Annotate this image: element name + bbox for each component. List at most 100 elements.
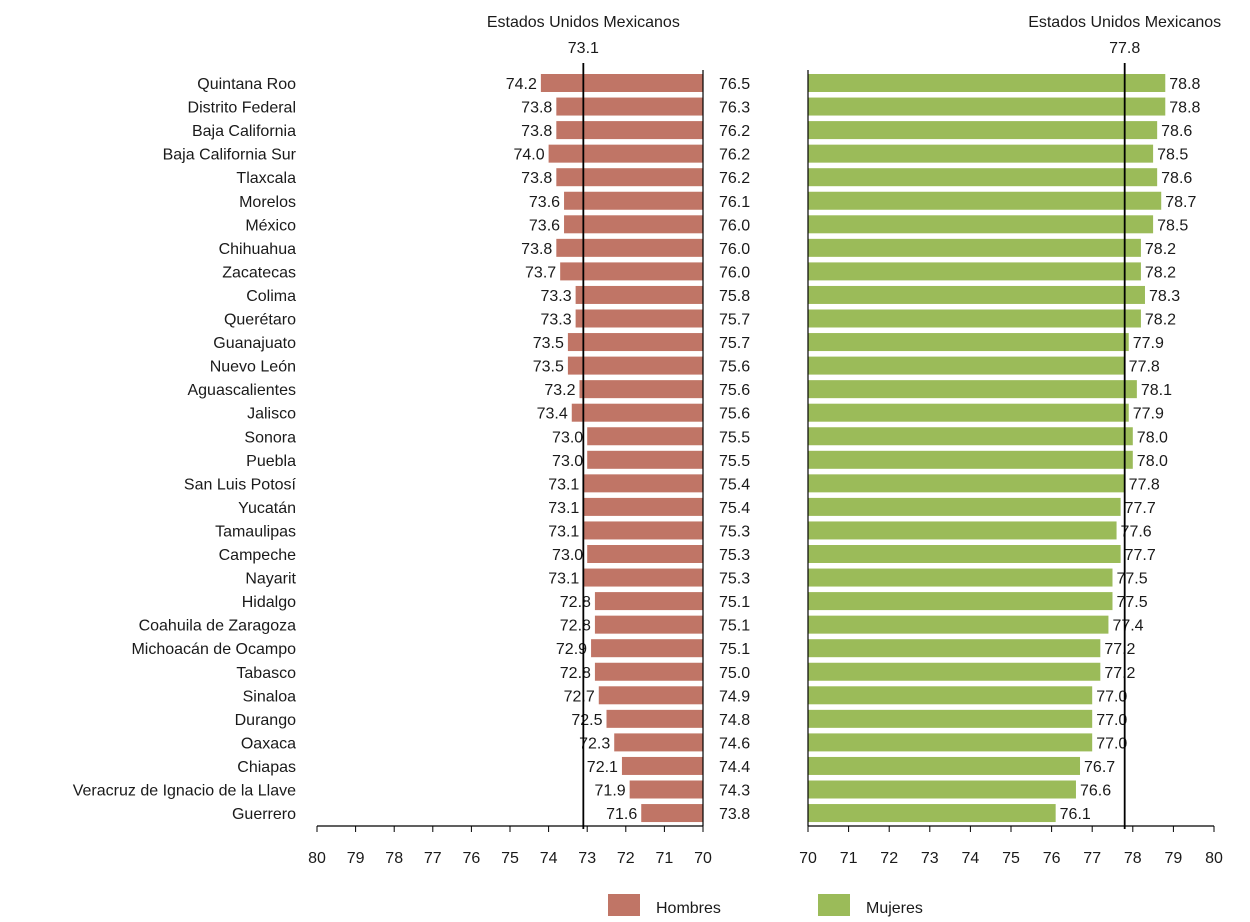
x-tick-label: 75 xyxy=(1002,850,1020,867)
bar-mujeres xyxy=(808,144,1154,163)
x-tick-label: 76 xyxy=(463,850,481,867)
bar-mujeres xyxy=(808,474,1125,493)
middle-value-label: 74.8 xyxy=(719,712,750,729)
value-label-hombres: 71.6 xyxy=(606,806,637,823)
bar-hombres xyxy=(594,592,703,611)
value-label-hombres: 73.0 xyxy=(552,453,583,470)
middle-value-label: 75.0 xyxy=(719,665,750,682)
middle-value-label: 74.4 xyxy=(719,759,750,776)
state-label: Tamaulipas xyxy=(215,523,296,540)
value-label-mujeres: 78.8 xyxy=(1169,76,1200,93)
bar-mujeres xyxy=(808,97,1166,116)
middle-value-label: 75.4 xyxy=(719,500,750,517)
bar-hombres xyxy=(540,74,703,92)
value-label-mujeres: 77.0 xyxy=(1096,688,1127,705)
x-tick-label: 72 xyxy=(617,850,635,867)
state-label: México xyxy=(245,217,296,234)
value-label-hombres: 73.6 xyxy=(529,217,560,234)
middle-value-label: 75.3 xyxy=(719,523,750,540)
middle-value-label: 73.8 xyxy=(719,806,750,823)
bar-hombres xyxy=(587,450,703,469)
x-tick-label: 74 xyxy=(962,850,980,867)
value-label-mujeres: 77.5 xyxy=(1117,571,1148,588)
state-label: Sonora xyxy=(244,429,296,446)
value-label-hombres: 73.2 xyxy=(544,382,575,399)
x-tick-label: 71 xyxy=(840,850,858,867)
bar-mujeres xyxy=(808,380,1137,399)
state-label: Veracruz de Ignacio de la Llave xyxy=(73,783,296,800)
value-label-hombres: 73.8 xyxy=(521,100,552,117)
value-label-hombres: 74.2 xyxy=(506,76,537,93)
reference-label-hombres: Estados Unidos Mexicanos xyxy=(487,14,680,31)
middle-value-label: 76.3 xyxy=(719,100,750,117)
bar-hombres xyxy=(579,380,703,399)
bar-hombres xyxy=(556,97,703,116)
bar-mujeres xyxy=(808,262,1141,281)
bar-hombres xyxy=(629,780,703,799)
state-label: Guerrero xyxy=(232,806,296,823)
x-tick-label: 80 xyxy=(308,850,326,867)
state-label: Colima xyxy=(246,288,296,305)
middle-value-label: 75.6 xyxy=(719,382,750,399)
bar-mujeres xyxy=(808,662,1101,681)
bar-hombres xyxy=(564,191,703,210)
value-label-mujeres: 78.3 xyxy=(1149,288,1180,305)
bar-hombres xyxy=(583,521,703,540)
middle-value-label: 76.5 xyxy=(719,76,750,93)
middle-value-label: 75.1 xyxy=(719,618,750,635)
state-label: Querétaro xyxy=(224,312,296,329)
state-label: Baja California xyxy=(192,123,296,140)
reference-value-hombres: 73.1 xyxy=(568,40,599,57)
middle-value-label: 76.0 xyxy=(719,217,750,234)
bar-hombres xyxy=(564,215,703,234)
x-tick-label: 72 xyxy=(880,850,898,867)
value-label-mujeres: 78.2 xyxy=(1145,264,1176,281)
value-label-hombres: 72.7 xyxy=(564,688,595,705)
state-label: Oaxaca xyxy=(241,735,296,752)
value-label-mujeres: 78.1 xyxy=(1141,382,1172,399)
state-label: Hidalgo xyxy=(242,594,296,611)
value-label-hombres: 73.8 xyxy=(521,170,552,187)
bar-mujeres xyxy=(808,168,1158,187)
bar-hombres xyxy=(567,333,703,352)
state-label: Distrito Federal xyxy=(188,100,296,117)
x-tick-label: 73 xyxy=(578,850,596,867)
value-label-mujeres: 78.8 xyxy=(1169,100,1200,117)
bar-hombres xyxy=(587,427,703,446)
state-label: Yucatán xyxy=(238,500,296,517)
bar-mujeres xyxy=(808,804,1056,823)
x-tick-label: 80 xyxy=(1205,850,1223,867)
middle-value-label: 75.1 xyxy=(719,594,750,611)
value-label-hombres: 73.5 xyxy=(533,359,564,376)
value-label-mujeres: 78.6 xyxy=(1161,123,1192,140)
value-label-mujeres: 76.1 xyxy=(1060,806,1091,823)
value-label-hombres: 73.3 xyxy=(540,288,571,305)
state-label: San Luis Potosí xyxy=(184,476,297,493)
value-label-mujeres: 78.0 xyxy=(1137,429,1168,446)
x-tick-label: 78 xyxy=(385,850,403,867)
value-label-mujeres: 78.5 xyxy=(1157,217,1188,234)
value-label-hombres: 73.7 xyxy=(525,264,556,281)
bar-mujeres xyxy=(808,403,1129,422)
bar-hombres xyxy=(556,238,703,257)
bar-mujeres xyxy=(808,615,1109,634)
middle-value-label: 75.4 xyxy=(719,476,750,493)
x-tick-label: 76 xyxy=(1043,850,1061,867)
value-label-hombres: 72.5 xyxy=(571,712,602,729)
value-label-mujeres: 77.2 xyxy=(1104,641,1135,658)
state-label: Chihuahua xyxy=(219,241,297,258)
value-label-hombres: 73.5 xyxy=(533,335,564,352)
value-label-hombres: 72.8 xyxy=(560,594,591,611)
state-label: Aguascalientes xyxy=(187,382,296,399)
x-tick-label: 77 xyxy=(1083,850,1101,867)
middle-value-label: 75.7 xyxy=(719,312,750,329)
bar-hombres xyxy=(583,568,703,587)
legend-label-hombres: Hombres xyxy=(656,900,721,917)
value-label-mujeres: 77.7 xyxy=(1125,500,1156,517)
value-label-mujeres: 77.6 xyxy=(1121,523,1152,540)
value-label-hombres: 73.1 xyxy=(548,523,579,540)
value-label-hombres: 74.0 xyxy=(513,147,544,164)
state-label: Chiapas xyxy=(237,759,296,776)
middle-value-label: 76.2 xyxy=(719,170,750,187)
